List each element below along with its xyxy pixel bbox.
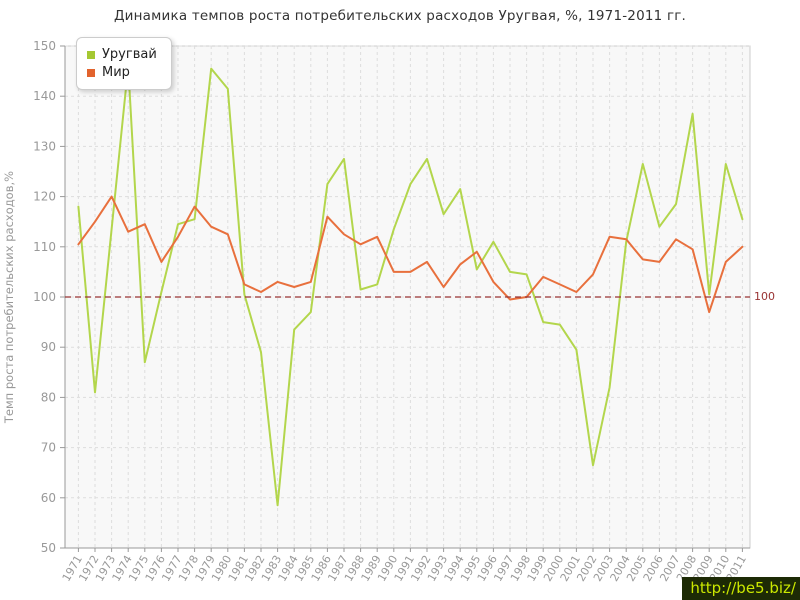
- svg-text:100: 100: [33, 290, 56, 304]
- svg-text:90: 90: [41, 340, 56, 354]
- x-axis-labels: 1971197219731974197519761977197819791980…: [60, 553, 749, 584]
- legend-item-world: Мир: [87, 65, 157, 80]
- svg-text:120: 120: [33, 190, 56, 204]
- legend-item-uruguay: Уругвай: [87, 47, 157, 62]
- svg-text:150: 150: [33, 39, 56, 53]
- legend: Уругвай Мир: [76, 37, 172, 90]
- y-axis-labels: 50 60 70 80 90 100 110 120 130 140 150: [33, 39, 56, 555]
- legend-label-uruguay: Уругвай: [102, 47, 157, 62]
- legend-swatch-uruguay: [87, 50, 95, 59]
- svg-text:50: 50: [41, 541, 56, 555]
- watermark-link[interactable]: http://be5.biz/: [682, 577, 800, 600]
- legend-label-world: Мир: [102, 65, 130, 80]
- chart-title: Динамика темпов роста потребительских ра…: [113, 8, 687, 24]
- svg-text:70: 70: [41, 441, 56, 455]
- svg-text:60: 60: [41, 491, 56, 505]
- svg-text:140: 140: [33, 89, 56, 103]
- svg-text:80: 80: [41, 390, 56, 404]
- series-line-world: [77, 195, 744, 314]
- svg-text:130: 130: [33, 139, 56, 153]
- series-line-uruguay: [77, 65, 744, 507]
- reference-line-label: 100: [754, 290, 775, 303]
- legend-swatch-world: [87, 68, 95, 77]
- svg-text:110: 110: [33, 240, 56, 254]
